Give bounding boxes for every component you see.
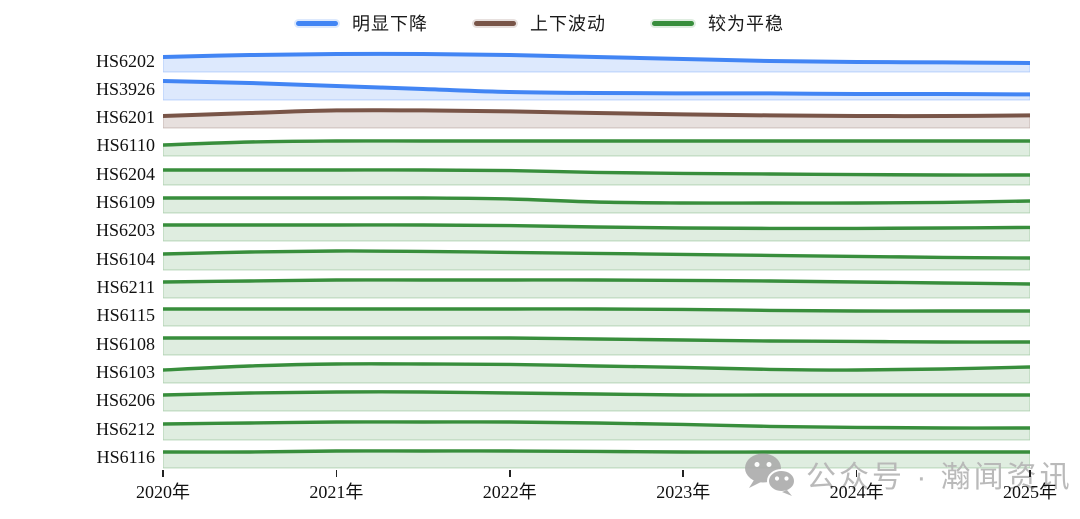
trend-line: [163, 108, 1030, 119]
row-label: HS3926: [95, 78, 155, 99]
row-label: HS6211: [96, 277, 155, 298]
x-axis-tick: [1029, 470, 1031, 478]
wechat-icon: [745, 453, 796, 496]
x-axis-label: 2025年: [1003, 482, 1057, 503]
trend-line: [163, 278, 1030, 286]
ridge-row: [163, 249, 1030, 271]
trend-line: [163, 390, 1030, 398]
row-label: HS6204: [95, 163, 155, 184]
row-label: HS6212: [95, 418, 155, 439]
ridge-area: [163, 140, 1030, 157]
x-axis-label: 2023年: [656, 482, 711, 503]
x-axis-label: 2022年: [482, 482, 537, 503]
trend-line: [163, 362, 1030, 372]
ridge-row: [163, 108, 1030, 129]
x-axis-tick: [682, 470, 684, 478]
ridge-row: [163, 362, 1030, 384]
row-label: HS6201: [95, 107, 155, 128]
trend-line: [163, 168, 1030, 177]
trend-line: [163, 78, 1030, 97]
row-label: HS6115: [96, 305, 155, 326]
legend-item-fluctuate: 上下波动: [474, 10, 606, 36]
ridge-row: [163, 449, 1030, 469]
ridge-row: [163, 78, 1030, 101]
row-label: HS6103: [95, 362, 155, 383]
row-label: HS6116: [96, 447, 155, 468]
row-label: HS6202: [95, 50, 155, 71]
watermark-text: 公众号 · 瀚闻资讯: [806, 461, 1073, 494]
trend-line: [163, 307, 1030, 314]
x-axis-tick: [855, 470, 858, 478]
watermark: 公众号 · 瀚闻资讯: [744, 451, 1073, 497]
ridge-row: [163, 278, 1030, 299]
row-label: HS6109: [95, 192, 155, 213]
x-axis-tick: [509, 470, 511, 478]
fluctuate-line-swatch-icon: [474, 20, 516, 26]
trend-line: [163, 139, 1030, 148]
chart-legend: 明显下降 上下波动 较为平稳: [0, 10, 1080, 36]
x-axis-tick: [162, 470, 164, 478]
row-label: HS6110: [96, 135, 155, 156]
ridge-row: [163, 390, 1030, 412]
x-axis-label: 2020年: [136, 482, 190, 503]
stable-line-swatch-icon: [652, 20, 694, 26]
row-label: HS6108: [95, 333, 155, 354]
x-axis-label: 2024年: [829, 482, 884, 503]
trend-line: [163, 249, 1030, 260]
ridge-row: [163, 419, 1030, 441]
ridge-row: [163, 307, 1030, 327]
ridge-row: [163, 51, 1030, 72]
ridge-row: [163, 139, 1030, 157]
trend-line: [163, 223, 1030, 231]
ridge-row: [163, 168, 1030, 186]
trend-line: [163, 336, 1030, 344]
row-label: HS6104: [95, 248, 155, 269]
trend-line: [163, 449, 1030, 454]
legend-label: 上下波动: [530, 14, 606, 34]
legend-item-decline: 明显下降: [296, 10, 428, 36]
x-axis-tick: [335, 470, 338, 478]
trend-line: [163, 419, 1030, 430]
ridge-row: [163, 336, 1030, 356]
trend-line: [163, 196, 1030, 205]
legend-label: 较为平稳: [708, 14, 784, 34]
decline-line-swatch-icon: [296, 20, 338, 26]
legend-item-stable: 较为平稳: [652, 10, 784, 36]
legend-label: 明显下降: [352, 14, 428, 34]
row-label: HS6206: [95, 390, 155, 411]
trend-line: [163, 51, 1030, 65]
ridge-area: [163, 197, 1030, 214]
ridge-row: [163, 196, 1030, 214]
ridge-row: [163, 223, 1030, 242]
row-label: HS6203: [95, 220, 155, 241]
x-axis-label: 2021年: [309, 482, 364, 503]
